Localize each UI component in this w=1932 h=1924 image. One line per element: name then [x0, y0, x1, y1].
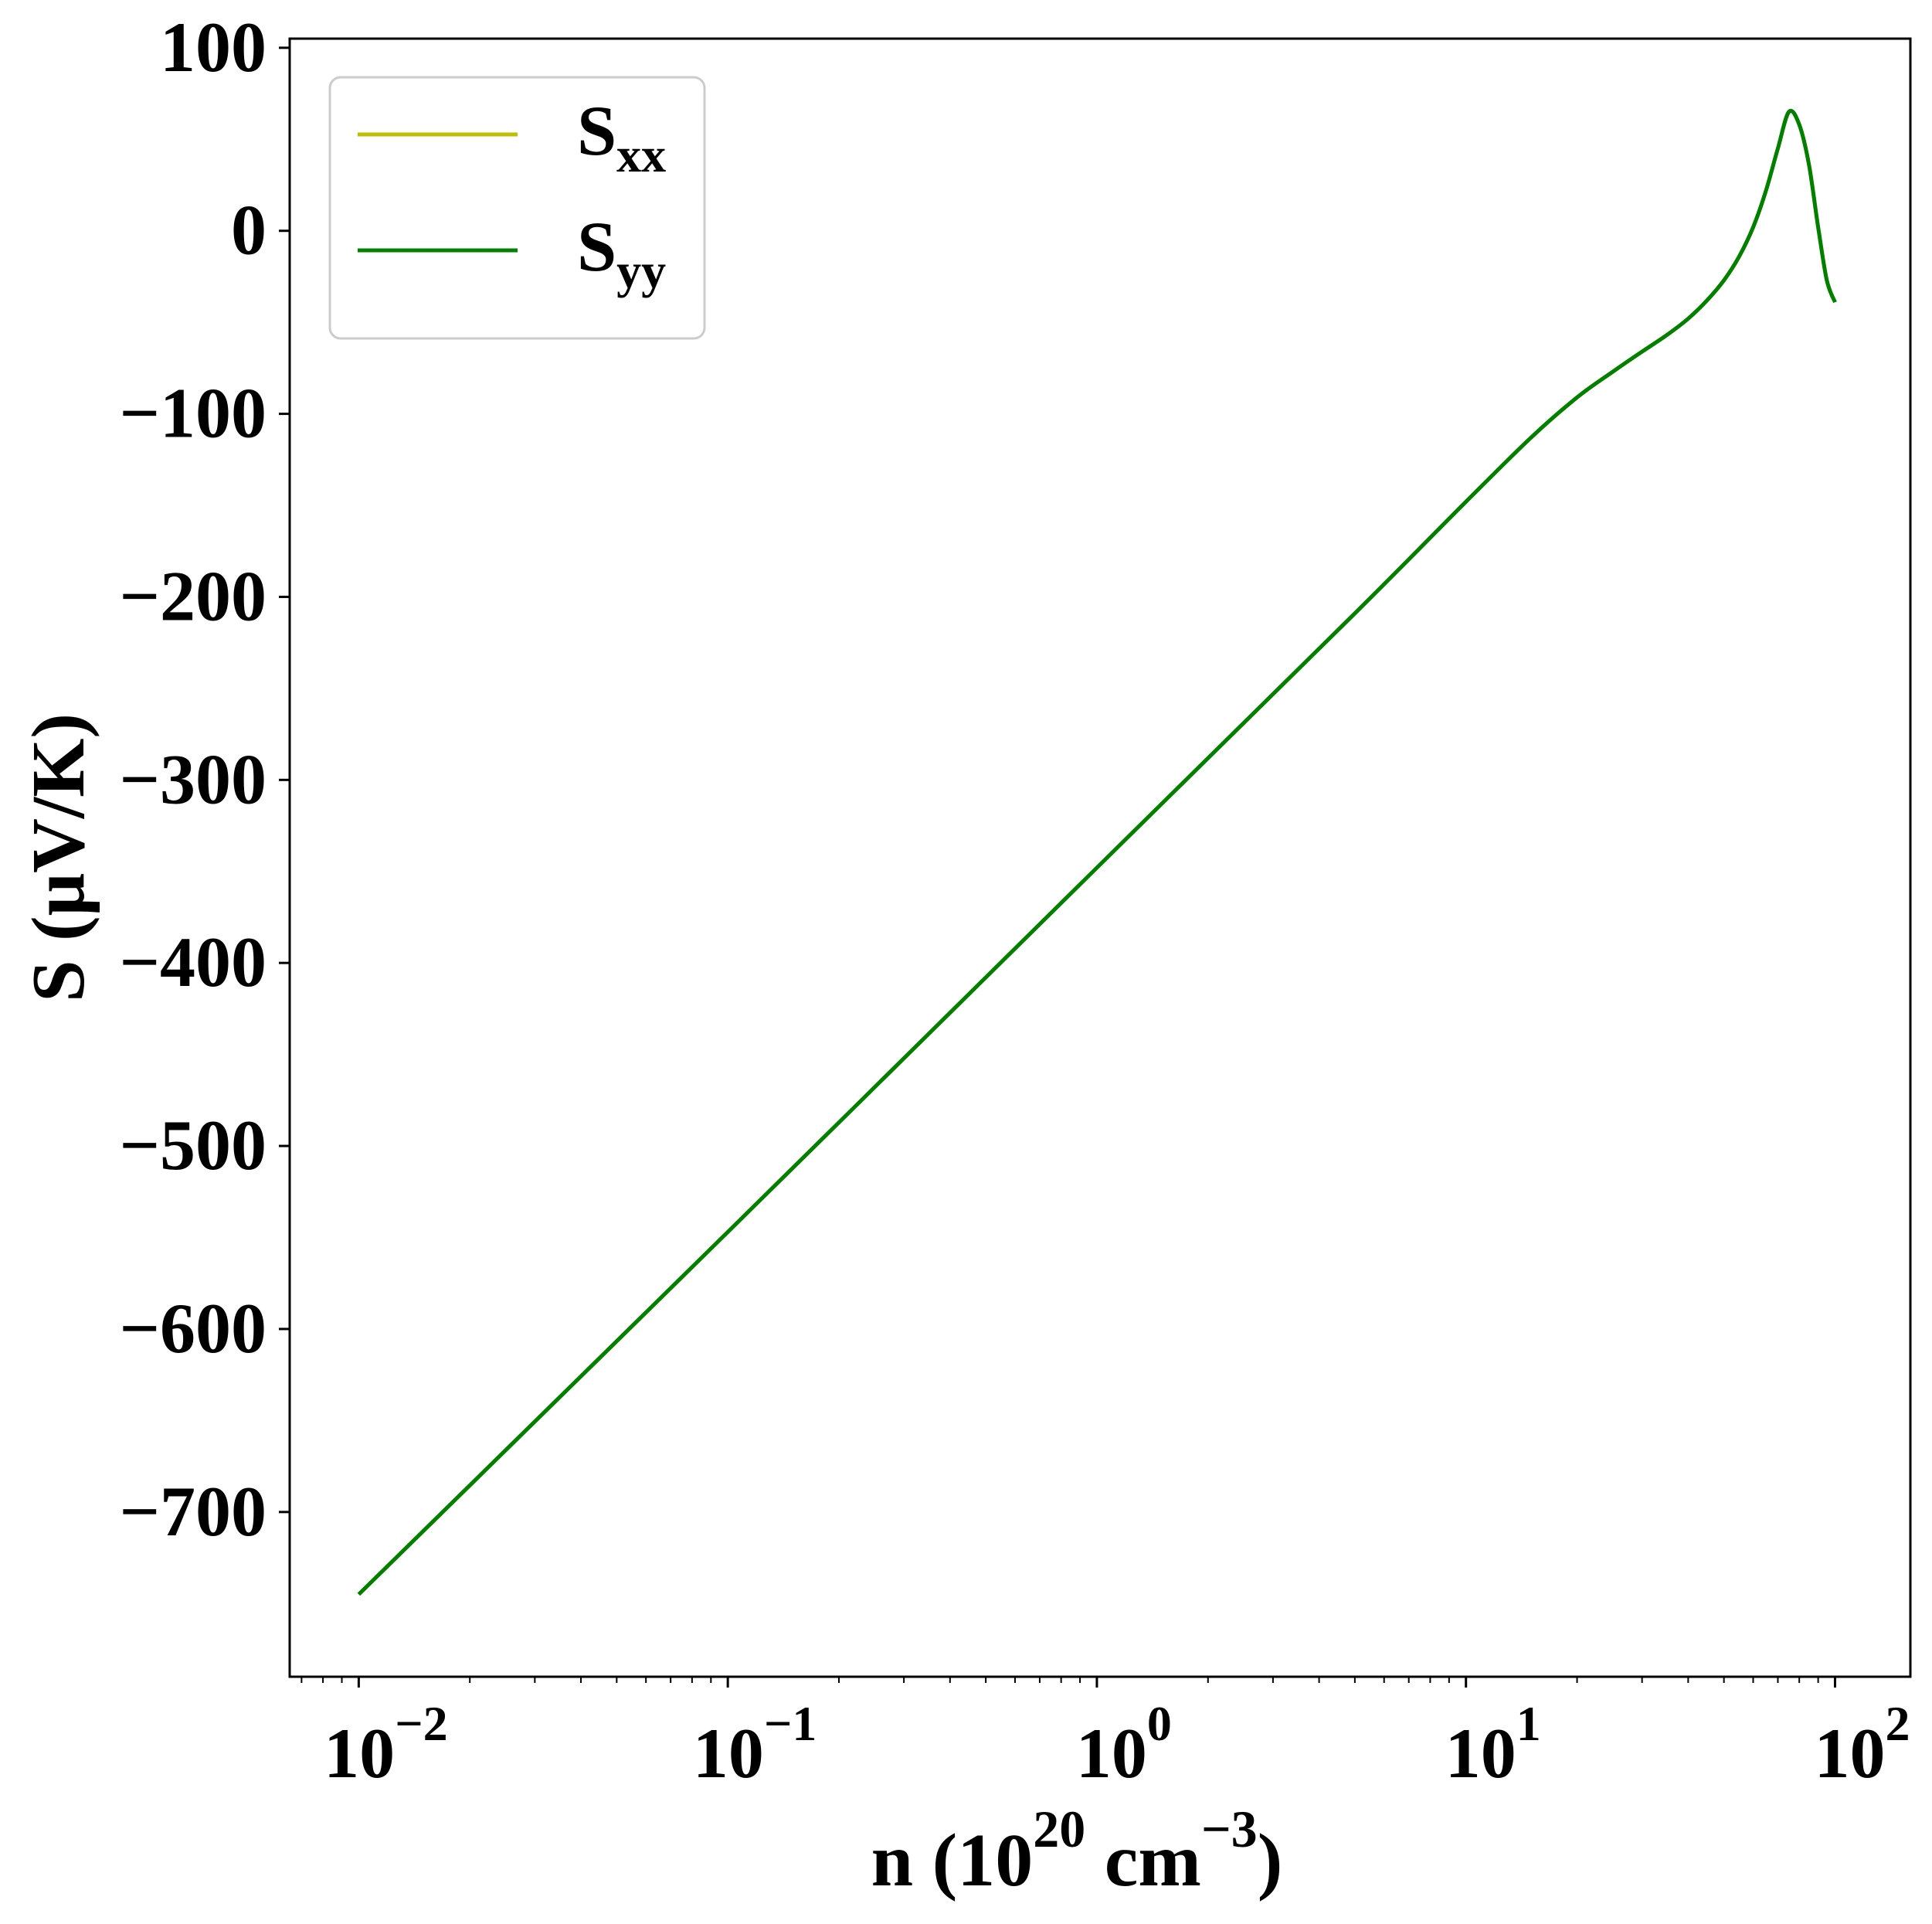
y-axis: 100 0 −100 −200 −300 −400 −500 −600 −700 — [120, 8, 290, 1551]
legend-label-base: S — [577, 207, 616, 286]
x-title-mid: cm — [1085, 1819, 1201, 1902]
legend-box — [328, 76, 706, 340]
x-tick-label: 102 — [1814, 1696, 1910, 1793]
legend-label: Sxx — [577, 91, 666, 182]
y-tick-label: −500 — [120, 1106, 267, 1185]
y-tick-label: −100 — [120, 374, 267, 453]
x-tick-label: 10−2 — [324, 1696, 447, 1793]
x-tick-label: 101 — [1445, 1696, 1541, 1793]
series-layer — [357, 108, 1837, 1596]
legend-label-base: S — [577, 91, 616, 170]
y-axis-title: S (μV/K) — [17, 713, 100, 1002]
legend-label: Syy — [577, 207, 666, 298]
x-tick-exponent: −2 — [395, 1696, 447, 1751]
x-tick-base: 10 — [1076, 1714, 1147, 1793]
x-tick-label: 10−1 — [693, 1696, 817, 1793]
x-tick-exponent: −1 — [764, 1696, 817, 1751]
x-title-sup1: 20 — [1033, 1800, 1085, 1858]
x-axis-title: n (1020 cm−3) — [871, 1800, 1283, 1902]
legend-label-sub: yy — [616, 243, 666, 298]
x-tick-exponent: 0 — [1147, 1696, 1172, 1751]
y-tick-label: −700 — [120, 1472, 267, 1551]
x-title-end: ) — [1258, 1819, 1283, 1902]
x-axis: 10−2 10−1 100 101 102 — [300, 1677, 1910, 1793]
y-tick-label: 100 — [160, 8, 267, 87]
legend-label-sub: xx — [616, 127, 666, 182]
x-tick-label: 100 — [1076, 1696, 1172, 1793]
y-tick-label: −300 — [120, 739, 267, 818]
series-line-Syy — [357, 108, 1837, 1596]
x-tick-base: 10 — [1445, 1714, 1516, 1793]
x-title-base: n (10 — [871, 1819, 1034, 1902]
x-tick-base: 10 — [324, 1714, 395, 1793]
x-title-sup2: −3 — [1201, 1800, 1258, 1858]
x-tick-base: 10 — [1814, 1714, 1885, 1793]
x-tick-exponent: 2 — [1885, 1696, 1910, 1751]
x-tick-exponent: 1 — [1516, 1696, 1541, 1751]
y-tick-label: 0 — [231, 191, 267, 270]
y-tick-label: −400 — [120, 923, 267, 1001]
plot-frame — [288, 37, 1912, 1678]
x-tick-base: 10 — [693, 1714, 764, 1793]
y-tick-label: −600 — [120, 1289, 267, 1368]
y-tick-label: −200 — [120, 556, 267, 635]
